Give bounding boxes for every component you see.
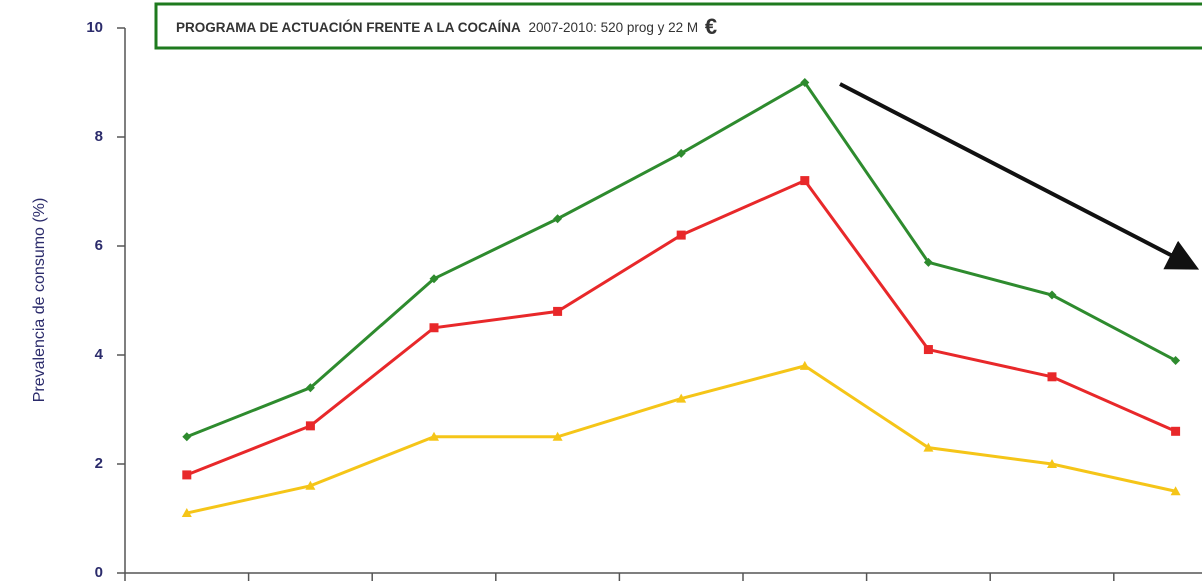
annotation-text: 2007-2010: 520 prog y 22 M (529, 20, 699, 35)
marker (800, 78, 810, 87)
annotation-bold: PROGRAMA DE ACTUACIÓN FRENTE A LA COCAÍN… (176, 20, 521, 35)
y-axis-label: Prevalencia de consumo (%) (31, 198, 48, 403)
marker (799, 360, 810, 370)
y-tick-label: 2 (95, 455, 103, 472)
marker (553, 214, 563, 224)
marker (429, 323, 439, 333)
marker (1171, 426, 1181, 436)
marker (305, 480, 316, 490)
y-tick-label: 4 (95, 346, 104, 363)
marker (429, 274, 439, 284)
marker (182, 470, 192, 480)
marker (1047, 290, 1057, 300)
marker (1170, 486, 1181, 496)
marker (429, 431, 439, 441)
marker (676, 393, 687, 403)
marker (676, 148, 686, 158)
marker (305, 383, 315, 393)
annotation-symbol: € (705, 14, 717, 39)
marker (923, 345, 933, 355)
marker (676, 230, 686, 240)
y-tick-label: 10 (86, 19, 103, 36)
arrow (839, 82, 1200, 270)
y-tick-label: 8 (95, 128, 103, 145)
marker (1047, 372, 1057, 382)
marker (1171, 355, 1181, 365)
marker (552, 431, 563, 441)
marker (553, 306, 563, 316)
marker (1047, 459, 1057, 468)
marker (923, 257, 933, 267)
marker (182, 432, 192, 442)
marker (181, 508, 192, 518)
marker (305, 421, 315, 431)
annotation-box (154, 2, 1202, 50)
marker (800, 176, 810, 186)
y-tick-label: 0 (95, 564, 103, 581)
series-line (186, 178, 1177, 477)
series-line (186, 364, 1176, 515)
y-tick-label: 6 (95, 237, 103, 254)
series-line (186, 80, 1177, 439)
marker (923, 442, 934, 452)
annotation: PROGRAMA DE ACTUACIÓN FRENTE A LA COCAÍN… (176, 14, 717, 39)
